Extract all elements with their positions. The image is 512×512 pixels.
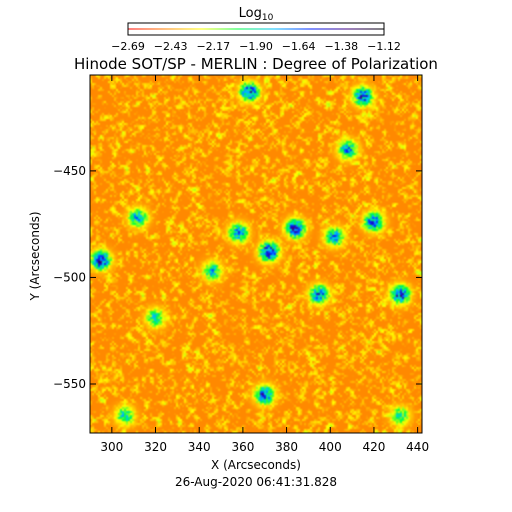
y-tick-label: −450 [53, 164, 86, 178]
colorbar-tick-label: −2.43 [154, 40, 188, 53]
y-axis-label: Y (Arcseconds) [28, 211, 42, 301]
y-tick-label: −550 [53, 377, 86, 391]
x-tick-label: 440 [406, 440, 429, 454]
colorbar-title: Log10 [239, 6, 274, 23]
colorbar-tick-label: −2.17 [196, 40, 230, 53]
plot-frame [89, 74, 423, 434]
colorbar-ticks: −2.69 −2.43 −2.17 −1.90 −1.64 −1.38 −1.12 [111, 40, 401, 53]
colorbar-tick-label: −2.69 [111, 40, 145, 53]
colorbar-tick-label: −1.38 [324, 40, 358, 53]
y-tick-label: −500 [53, 270, 86, 284]
polarization-map [90, 75, 422, 433]
colorbar [128, 23, 384, 35]
colorbar-tick-label: −1.90 [239, 40, 273, 53]
x-axis-label: X (Arcseconds) [211, 458, 301, 472]
colorbar-tick-label: −1.64 [282, 40, 316, 53]
x-axis-ticks: 300 320 340 360 380 400 420 440 [100, 75, 429, 454]
x-tick-label: 380 [275, 440, 298, 454]
x-tick-label: 360 [231, 440, 254, 454]
colorbar-frame [127, 22, 385, 36]
chart-title: Hinode SOT/SP - MERLIN : Degree of Polar… [74, 55, 438, 73]
x-tick-label: 320 [144, 440, 167, 454]
x-tick-label: 340 [188, 440, 211, 454]
x-tick-label: 400 [319, 440, 342, 454]
timestamp: 26-Aug-2020 06:41:31.828 [175, 475, 337, 489]
colorbar-tick-label: −1.12 [367, 40, 401, 53]
x-tick-label: 420 [362, 440, 385, 454]
x-tick-label: 300 [100, 440, 123, 454]
y-axis-ticks: −450 −500 −550 [53, 164, 422, 391]
